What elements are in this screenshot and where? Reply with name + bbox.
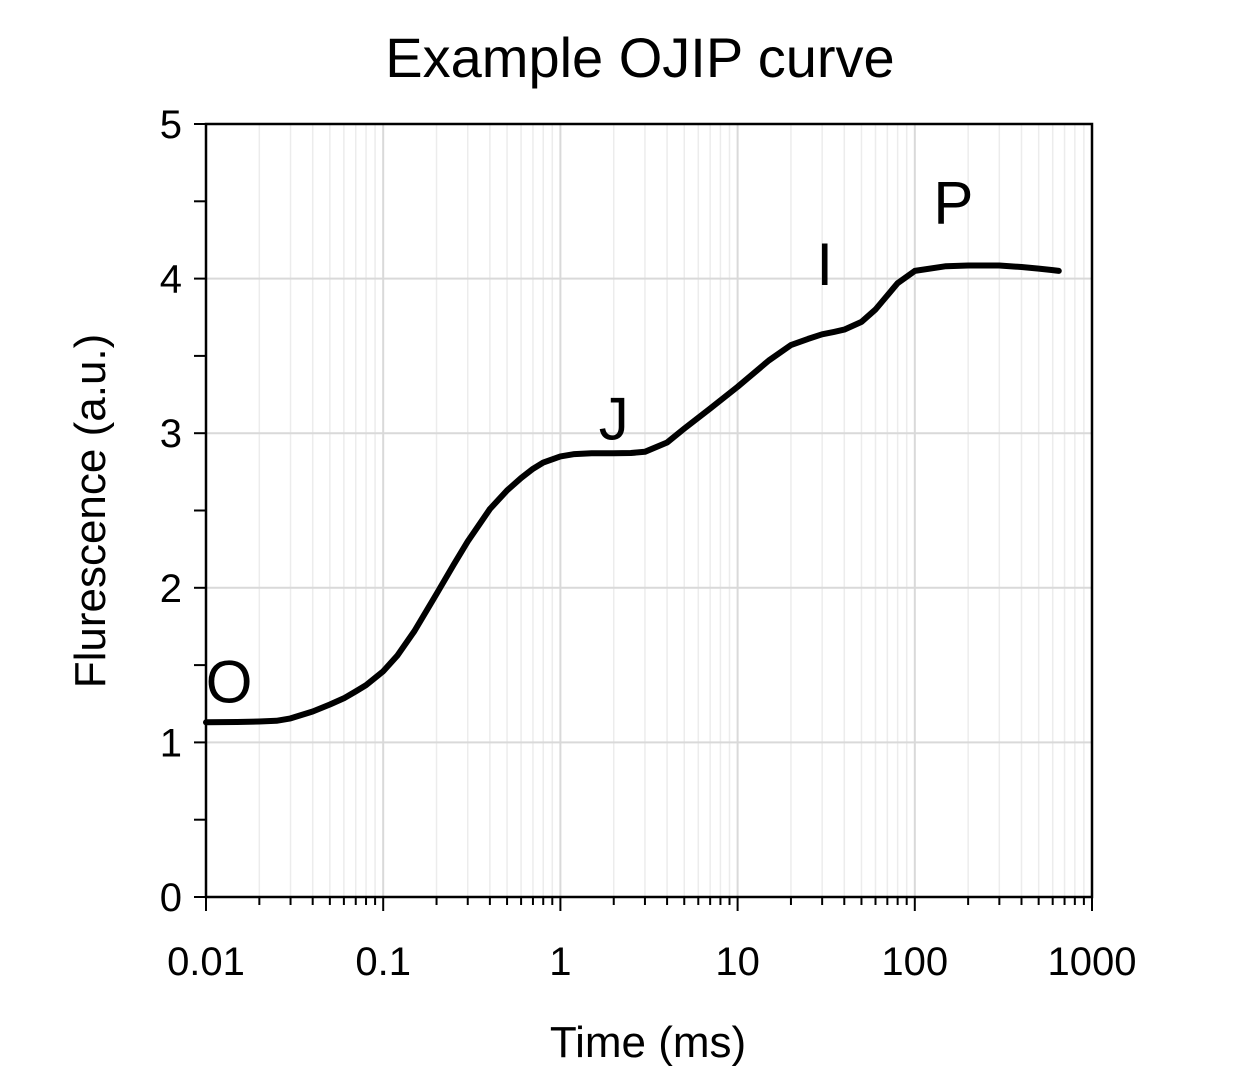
y-tick-label: 4 (160, 258, 182, 302)
phase-label-p: P (933, 169, 973, 236)
x-tick-label: 10 (715, 940, 760, 984)
x-axis-label: Time (ms) (550, 1018, 746, 1067)
x-tick-label: 0.1 (355, 940, 411, 984)
series-line (203, 262, 1062, 726)
y-tick-label: 2 (160, 567, 182, 611)
y-tick-label: 1 (160, 721, 182, 765)
x-tick-label: 100 (881, 940, 948, 984)
x-tick-label: 0.01 (167, 940, 245, 984)
series (203, 262, 1062, 726)
y-axis-label: Flurescence (a.u.) (66, 334, 115, 689)
phase-label-j: J (599, 386, 629, 453)
y-tick-label: 5 (160, 103, 182, 147)
phase-label-i: I (816, 231, 833, 298)
y-tick-label: 3 (160, 412, 182, 456)
x-tick-label: 1 (549, 940, 571, 984)
x-tick-label: 1000 (1048, 940, 1137, 984)
phase-label-o: O (206, 649, 253, 716)
y-tick-label: 0 (160, 876, 182, 920)
chart-title: Example OJIP curve (385, 26, 894, 89)
axes: 0 1 2 3 4 5 0.01 0.1 1 10 100 1000 (160, 103, 1137, 984)
annotations: O J I P (206, 169, 974, 715)
